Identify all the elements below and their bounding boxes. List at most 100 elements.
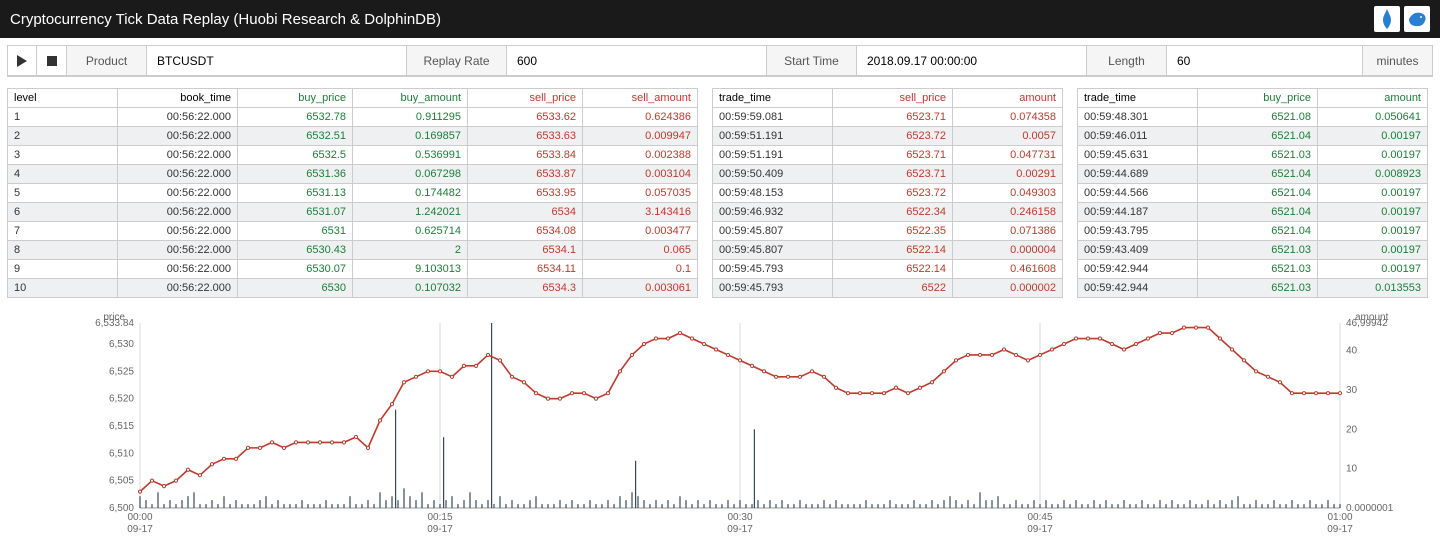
- start-input[interactable]: [867, 54, 1076, 68]
- cell: 0.050641: [1318, 108, 1428, 127]
- cell: 0.065: [583, 241, 698, 260]
- cell: 6534.08: [468, 222, 583, 241]
- price-volume-chart: priceamount00:0009-1700:1509-1700:3009-1…: [90, 308, 1400, 538]
- cell: 6531.13: [238, 184, 353, 203]
- page-title: Cryptocurrency Tick Data Replay (Huobi R…: [10, 11, 441, 28]
- cell: 0.536991: [353, 146, 468, 165]
- table-row: 00:59:45.8076522.350.071386: [713, 222, 1063, 241]
- cell: 6533.95: [468, 184, 583, 203]
- svg-text:46,99942: 46,99942: [1346, 318, 1388, 329]
- length-input[interactable]: [1177, 54, 1352, 68]
- col-sell_price: sell_price: [468, 89, 583, 108]
- svg-text:00:45: 00:45: [1027, 512, 1052, 523]
- table-row: 900:56:22.0006530.079.1030136534.110.1: [8, 260, 698, 279]
- col-book_time: book_time: [118, 89, 238, 108]
- table-row: 00:59:44.1876521.040.00197: [1078, 203, 1428, 222]
- table-row: 00:59:50.4096523.710.00291: [713, 165, 1063, 184]
- stop-button[interactable]: [37, 45, 67, 76]
- product-input[interactable]: [157, 54, 396, 68]
- product-label: Product: [67, 45, 147, 76]
- cell: 0.00197: [1318, 127, 1428, 146]
- cell: 00:59:45.807: [713, 222, 833, 241]
- cell: 0.1: [583, 260, 698, 279]
- length-label: Length: [1087, 45, 1167, 76]
- svg-text:09-17: 09-17: [1327, 524, 1353, 535]
- cell: 6521.03: [1198, 241, 1318, 260]
- table-row: 600:56:22.0006531.071.24202165343.143416: [8, 203, 698, 222]
- cell: 00:59:42.944: [1078, 260, 1198, 279]
- cell: 0.000004: [953, 241, 1063, 260]
- header-logos: [1374, 6, 1430, 32]
- rate-input-wrap[interactable]: [507, 45, 767, 76]
- table-row: 400:56:22.0006531.360.0672986533.870.003…: [8, 165, 698, 184]
- cell: 6521.04: [1198, 222, 1318, 241]
- cell: 6532.78: [238, 108, 353, 127]
- cell: 5: [8, 184, 118, 203]
- svg-text:6,515: 6,515: [109, 421, 134, 432]
- svg-text:6,505: 6,505: [109, 476, 134, 487]
- svg-text:20: 20: [1346, 424, 1358, 435]
- table-row: 1000:56:22.00065300.1070326534.30.003061: [8, 279, 698, 298]
- rate-input[interactable]: [517, 54, 756, 68]
- col-buy_amount: buy_amount: [353, 89, 468, 108]
- cell: 00:59:44.187: [1078, 203, 1198, 222]
- table-row: 00:59:44.5666521.040.00197: [1078, 184, 1428, 203]
- cell: 6523.71: [833, 108, 953, 127]
- table-row: 00:59:42.9446521.030.013553: [1078, 279, 1428, 298]
- length-unit: minutes: [1363, 45, 1433, 76]
- cell: 6530.07: [238, 260, 353, 279]
- cell: 6534.11: [468, 260, 583, 279]
- cell: 6532.51: [238, 127, 353, 146]
- svg-text:6,533.84: 6,533.84: [95, 318, 134, 329]
- cell: 0.067298: [353, 165, 468, 184]
- svg-text:6,520: 6,520: [109, 394, 134, 405]
- cell: 00:56:22.000: [118, 241, 238, 260]
- col-amount: amount: [1318, 89, 1428, 108]
- cell: 0.246158: [953, 203, 1063, 222]
- start-input-wrap[interactable]: [857, 45, 1087, 76]
- length-input-wrap[interactable]: [1167, 45, 1363, 76]
- cell: 3: [8, 146, 118, 165]
- dolphindb-logo: [1404, 6, 1430, 32]
- cell: 6533.84: [468, 146, 583, 165]
- table-row: 00:59:45.79365220.000002: [713, 279, 1063, 298]
- table-row: 00:59:42.9446521.030.00197: [1078, 260, 1428, 279]
- cell: 9: [8, 260, 118, 279]
- play-button[interactable]: [7, 45, 37, 76]
- table-row: 100:56:22.0006532.780.9112956533.620.624…: [8, 108, 698, 127]
- table-row: 00:59:45.6316521.030.00197: [1078, 146, 1428, 165]
- cell: 00:56:22.000: [118, 203, 238, 222]
- svg-text:30: 30: [1346, 385, 1358, 396]
- table-row: 00:59:45.8076522.140.000004: [713, 241, 1063, 260]
- cell: 0.003061: [583, 279, 698, 298]
- cell: 00:56:22.000: [118, 260, 238, 279]
- cell: 6523.71: [833, 146, 953, 165]
- cell: 0.002388: [583, 146, 698, 165]
- table-row: 00:59:51.1916523.720.0057: [713, 127, 1063, 146]
- cell: 0.107032: [353, 279, 468, 298]
- svg-text:6,525: 6,525: [109, 366, 134, 377]
- cell: 6530: [238, 279, 353, 298]
- rate-label: Replay Rate: [407, 45, 507, 76]
- cell: 6: [8, 203, 118, 222]
- cell: 6534.3: [468, 279, 583, 298]
- cell: 00:56:22.000: [118, 184, 238, 203]
- cell: 6523.72: [833, 127, 953, 146]
- cell: 0.911295: [353, 108, 468, 127]
- product-input-wrap[interactable]: [147, 45, 407, 76]
- svg-text:0.0000001: 0.0000001: [1346, 503, 1394, 514]
- cell: 00:56:22.000: [118, 108, 238, 127]
- cell: 6522.35: [833, 222, 953, 241]
- orderbook-table: levelbook_timebuy_pricebuy_amountsell_pr…: [7, 88, 698, 298]
- header-bar: Cryptocurrency Tick Data Replay (Huobi R…: [0, 0, 1440, 38]
- huobi-logo: [1374, 6, 1400, 32]
- cell: 00:59:45.793: [713, 279, 833, 298]
- chart-container: priceamount00:0009-1700:1509-1700:3009-1…: [0, 308, 1440, 551]
- cell: 0.049303: [953, 184, 1063, 203]
- cell: 6531.07: [238, 203, 353, 222]
- cell: 0.000002: [953, 279, 1063, 298]
- cell: 6531.36: [238, 165, 353, 184]
- svg-text:6,530: 6,530: [109, 339, 134, 350]
- cell: 0.174482: [353, 184, 468, 203]
- table-row: 800:56:22.0006530.4326534.10.065: [8, 241, 698, 260]
